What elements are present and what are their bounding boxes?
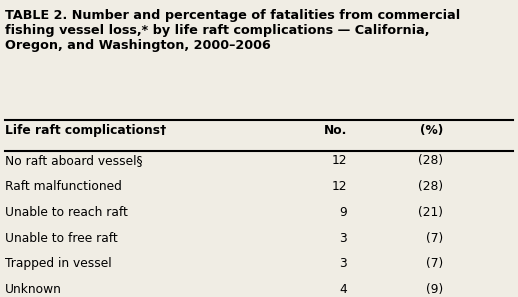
- Text: (7): (7): [426, 257, 443, 271]
- Text: Raft malfunctioned: Raft malfunctioned: [5, 180, 122, 193]
- Text: (%): (%): [420, 124, 443, 137]
- Text: 3: 3: [339, 232, 347, 245]
- Text: Life raft complications†: Life raft complications†: [5, 124, 166, 137]
- Text: Trapped in vessel: Trapped in vessel: [5, 257, 112, 271]
- Text: 12: 12: [332, 180, 347, 193]
- Text: No raft aboard vessel§: No raft aboard vessel§: [5, 154, 143, 167]
- Text: Unknown: Unknown: [5, 283, 62, 296]
- Text: Unable to free raft: Unable to free raft: [5, 232, 118, 245]
- Text: No.: No.: [324, 124, 347, 137]
- Text: TABLE 2. Number and percentage of fatalities from commercial
fishing vessel loss: TABLE 2. Number and percentage of fatali…: [5, 9, 461, 52]
- Text: (28): (28): [418, 180, 443, 193]
- Text: 12: 12: [332, 154, 347, 167]
- Text: (28): (28): [418, 154, 443, 167]
- Text: (9): (9): [426, 283, 443, 296]
- Text: Unable to reach raft: Unable to reach raft: [5, 206, 128, 219]
- Text: (21): (21): [418, 206, 443, 219]
- Text: 4: 4: [339, 283, 347, 296]
- Text: 9: 9: [339, 206, 347, 219]
- Text: (7): (7): [426, 232, 443, 245]
- Text: 3: 3: [339, 257, 347, 271]
